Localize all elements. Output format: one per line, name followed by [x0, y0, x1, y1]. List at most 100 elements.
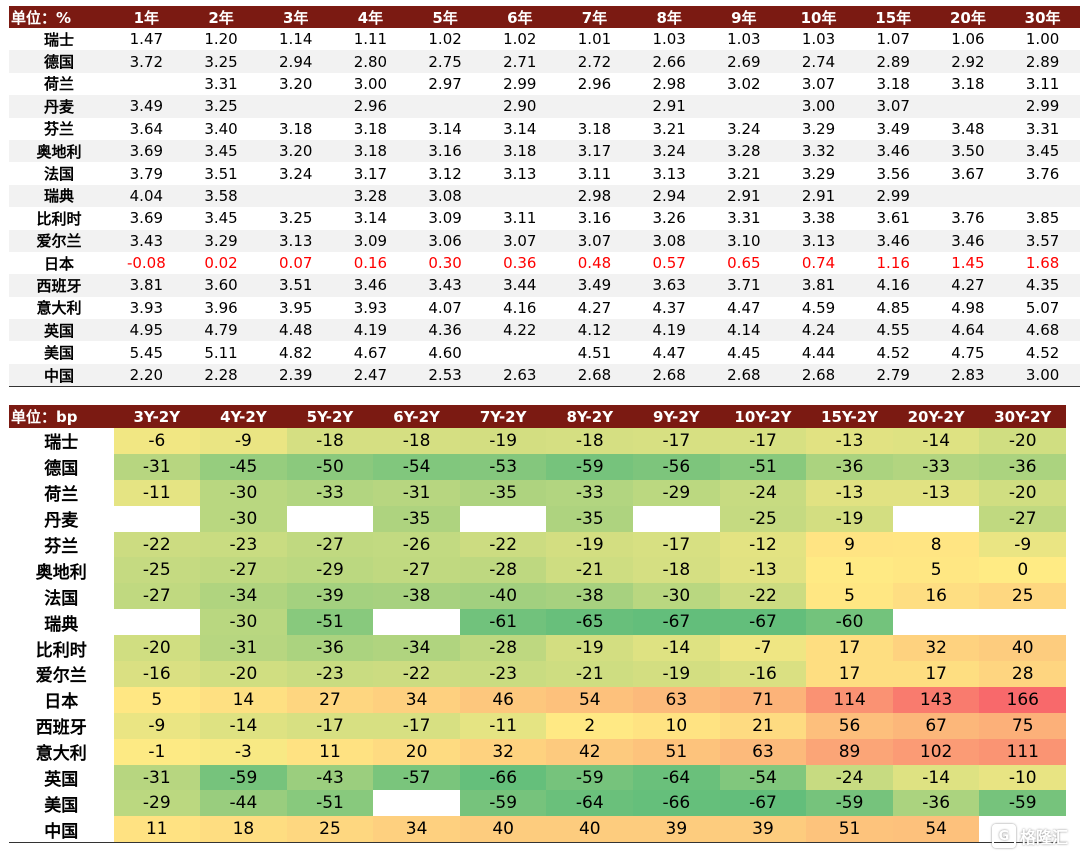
- spread-col-header: 15Y-2Y: [806, 405, 893, 428]
- spread-row: 奥地利 -25 -27 -29 -27 -28 -21 -18 -13 1 5 0: [9, 557, 1067, 584]
- yield-cell: 3.18: [279, 119, 313, 138]
- spread-cell: -36: [979, 453, 1067, 480]
- yield-row: 日本 -0.08 0.02 0.07 0.16 0.30 0.36 0.48 0.57 0.65 0…: [9, 252, 1080, 274]
- spread-cell: 102: [892, 738, 980, 765]
- spread-col-header: 30Y-2Y: [979, 405, 1067, 428]
- spread-row: 瑞士 -6 -9 -18 -18 -19 -18 -17 -17 -13 -14 -20: [9, 428, 1067, 454]
- yield-cell: 2.66: [631, 50, 707, 73]
- yield-cell: [930, 95, 1006, 118]
- yield-cell: 1.00: [1025, 30, 1060, 49]
- spread-cell: 5: [113, 686, 201, 713]
- yield-cell: 3.11: [1025, 74, 1060, 93]
- spread-cell: -23: [200, 531, 287, 558]
- spread-cell: -31: [373, 479, 460, 506]
- yield-cell: 3.14: [353, 209, 388, 228]
- spread-cell: 0: [979, 557, 1067, 584]
- spread-cell: 11: [113, 816, 201, 844]
- yield-cell: 3.38: [801, 209, 836, 228]
- spread-cell: 54: [892, 816, 980, 844]
- yield-cell: 2.53: [407, 363, 483, 388]
- spread-cell: -29: [113, 790, 201, 817]
- spread-cell: 166: [979, 686, 1067, 713]
- yield-cell: 4.07: [428, 298, 462, 317]
- yield-cell: 3.51: [258, 274, 334, 297]
- spread-cell: 16: [892, 583, 980, 610]
- country-label: 芬兰: [44, 537, 79, 557]
- spread-cell: 28: [979, 661, 1067, 687]
- yield-cell: 4.95: [109, 319, 184, 342]
- yield-cell: 4.19: [333, 319, 408, 342]
- yield-cell: [258, 184, 334, 208]
- yield-cell: 3.18: [577, 119, 612, 138]
- yield-cell: 4.12: [557, 319, 632, 342]
- spread-cell: -38: [373, 583, 460, 610]
- spread-cell: -13: [806, 479, 893, 506]
- spread-cell: -54: [373, 453, 460, 480]
- country-label: 瑞士: [43, 30, 74, 49]
- yield-cell: 2.94: [631, 184, 707, 208]
- yield-cell: 4.64: [930, 319, 1006, 342]
- spread-cell: -25: [719, 505, 807, 532]
- spread-cell: 32: [459, 738, 547, 765]
- spread-cell: -35: [459, 479, 547, 506]
- yield-cell: 4.27: [930, 274, 1006, 297]
- spread-cell: 143: [892, 686, 980, 713]
- spread-cell: -18: [633, 557, 720, 584]
- yield-cell: 3.46: [930, 229, 1006, 252]
- spread-cell: -14: [200, 712, 287, 739]
- country-label: 瑞典: [44, 614, 79, 635]
- yield-cell: 4.14: [706, 319, 782, 342]
- spread-heatmap-table: 单位：bp 3Y-2Y 4Y-2Y 5Y-2Y 6Y-2Y 7Y-2Y 8Y-2Y 9Y-2…: [9, 405, 1067, 844]
- spread-cell: -51: [286, 609, 374, 636]
- country-label: 瑞士: [44, 433, 79, 454]
- spread-cell: -36: [806, 453, 893, 480]
- yield-cell: 3.58: [183, 184, 259, 208]
- spread-cell: 40: [979, 635, 1067, 662]
- spread-cell: 89: [806, 738, 893, 765]
- yield-cell: 3.29: [801, 164, 836, 183]
- spread-cell: 71: [719, 686, 807, 713]
- yield-cell: [706, 95, 782, 118]
- yield-cell: 0.16: [353, 254, 388, 273]
- spread-cell: 17: [806, 661, 893, 687]
- yield-cell: 1.02: [503, 30, 537, 49]
- spread-col-header: 7Y-2Y: [459, 405, 547, 428]
- spread-cell: 42: [546, 738, 634, 765]
- yield-cell: 3.64: [129, 119, 164, 138]
- spread-cell: 54: [546, 686, 634, 713]
- yield-cell: 2.89: [1005, 50, 1080, 73]
- yield-cell: 2.28: [183, 363, 259, 388]
- spread-cell: -34: [373, 635, 460, 662]
- yield-cell: 3.16: [407, 139, 483, 163]
- spread-cell: -29: [633, 479, 720, 506]
- spread-cell: 32: [892, 635, 980, 662]
- spread-cell: 14: [200, 686, 287, 713]
- yield-cell: 2.75: [407, 50, 483, 73]
- yield-cell: 3.14: [428, 119, 462, 138]
- country-label: 英国: [44, 770, 79, 791]
- spread-cell: 56: [806, 712, 893, 739]
- spread-row: 法国 -27 -34 -39 -38 -40 -38 -30 -22 5 16 25: [9, 583, 1067, 610]
- yield-cell: 3.21: [727, 164, 761, 183]
- yield-cell: 3.13: [781, 229, 856, 252]
- spread-cell: 75: [979, 712, 1067, 739]
- spread-cell: -35: [373, 505, 460, 532]
- yield-cell: 1.03: [727, 30, 761, 49]
- yield-cell: 3.18: [876, 74, 910, 93]
- spread-row: 瑞典 -30 -51 -61 -65 -67 -67 -60: [9, 609, 1067, 636]
- yield-col-header: 6年: [482, 6, 558, 28]
- spread-cell: -1: [113, 738, 201, 765]
- spread-cell: -59: [546, 764, 634, 791]
- yield-cell: [258, 95, 334, 118]
- spread-cell: -24: [719, 479, 807, 506]
- yield-cell: 3.85: [1025, 209, 1060, 228]
- country-label: 德国: [9, 50, 109, 73]
- yield-cell: 4.98: [951, 298, 985, 317]
- spread-cell: 1: [806, 557, 893, 584]
- spread-cell: -18: [286, 428, 374, 454]
- spread-cell: -19: [633, 661, 720, 687]
- yield-cell: 3.11: [577, 164, 612, 183]
- yield-cell: [930, 184, 1006, 208]
- yield-col-header: 8年: [631, 6, 707, 28]
- spread-cell: [373, 790, 460, 817]
